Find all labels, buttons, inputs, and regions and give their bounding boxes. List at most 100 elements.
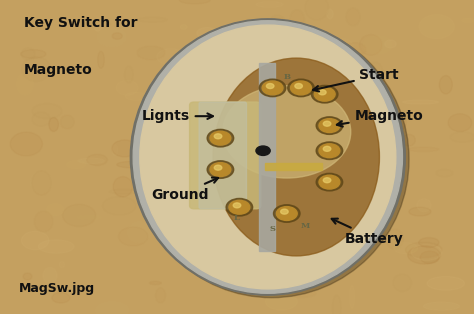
Ellipse shape (382, 161, 393, 179)
Ellipse shape (239, 54, 247, 76)
Circle shape (319, 175, 340, 189)
Ellipse shape (34, 211, 53, 232)
Ellipse shape (186, 225, 200, 241)
Ellipse shape (277, 229, 310, 232)
FancyBboxPatch shape (199, 102, 246, 209)
Text: M: M (301, 222, 310, 230)
Ellipse shape (154, 85, 172, 100)
Ellipse shape (112, 33, 122, 39)
Ellipse shape (439, 76, 452, 94)
Ellipse shape (411, 244, 442, 261)
Ellipse shape (338, 160, 365, 175)
Ellipse shape (242, 31, 251, 52)
Ellipse shape (196, 221, 231, 233)
Text: Ground: Ground (151, 178, 218, 202)
Ellipse shape (369, 124, 401, 139)
Ellipse shape (284, 1, 301, 5)
Ellipse shape (157, 49, 185, 65)
Ellipse shape (283, 96, 303, 112)
Ellipse shape (401, 168, 411, 178)
Ellipse shape (417, 199, 431, 212)
Ellipse shape (349, 285, 355, 308)
Ellipse shape (140, 25, 396, 289)
Ellipse shape (113, 176, 133, 197)
Circle shape (256, 146, 270, 155)
Ellipse shape (98, 51, 104, 68)
Ellipse shape (291, 89, 301, 105)
Ellipse shape (344, 43, 366, 56)
Ellipse shape (204, 195, 215, 201)
Circle shape (207, 161, 234, 178)
Ellipse shape (201, 299, 230, 314)
Ellipse shape (202, 51, 213, 60)
Ellipse shape (287, 220, 324, 231)
Ellipse shape (300, 198, 308, 208)
Circle shape (214, 165, 222, 170)
Ellipse shape (21, 50, 46, 58)
Circle shape (210, 163, 231, 176)
Ellipse shape (213, 58, 379, 256)
Ellipse shape (385, 40, 396, 48)
Ellipse shape (205, 61, 230, 83)
Ellipse shape (268, 18, 285, 24)
Text: Key Switch for: Key Switch for (24, 16, 137, 30)
Ellipse shape (32, 171, 51, 195)
Circle shape (323, 178, 331, 183)
Ellipse shape (173, 97, 200, 108)
Ellipse shape (180, 24, 187, 30)
Ellipse shape (157, 98, 177, 117)
Ellipse shape (61, 0, 67, 24)
Circle shape (233, 203, 241, 208)
Ellipse shape (365, 114, 376, 124)
Ellipse shape (136, 151, 151, 163)
Ellipse shape (165, 100, 201, 109)
Ellipse shape (151, 193, 183, 200)
Ellipse shape (276, 91, 313, 114)
Ellipse shape (17, 73, 33, 95)
Text: B: B (283, 73, 291, 81)
Ellipse shape (147, 123, 184, 148)
Ellipse shape (38, 240, 74, 253)
Ellipse shape (312, 172, 335, 191)
Ellipse shape (197, 28, 218, 38)
Ellipse shape (134, 21, 409, 298)
Ellipse shape (112, 140, 137, 157)
Ellipse shape (320, 63, 336, 78)
Ellipse shape (199, 106, 213, 118)
Ellipse shape (116, 80, 138, 95)
Ellipse shape (125, 92, 146, 100)
Ellipse shape (160, 23, 168, 43)
Ellipse shape (227, 174, 253, 197)
Circle shape (319, 144, 340, 158)
Ellipse shape (200, 99, 222, 117)
Ellipse shape (462, 18, 474, 23)
Ellipse shape (402, 134, 415, 146)
Ellipse shape (58, 66, 73, 76)
Circle shape (316, 142, 343, 160)
Ellipse shape (402, 100, 438, 104)
Ellipse shape (374, 111, 406, 134)
Ellipse shape (246, 43, 270, 66)
Circle shape (316, 173, 343, 191)
Ellipse shape (383, 218, 392, 232)
Ellipse shape (290, 10, 305, 31)
Circle shape (262, 81, 283, 95)
Text: Magneto: Magneto (24, 63, 92, 77)
Ellipse shape (245, 87, 274, 91)
Ellipse shape (78, 158, 104, 164)
Ellipse shape (278, 189, 288, 197)
Ellipse shape (408, 246, 441, 264)
Text: Start: Start (313, 68, 399, 91)
Ellipse shape (152, 179, 188, 182)
Text: S: S (270, 225, 275, 233)
Ellipse shape (294, 26, 306, 34)
Circle shape (259, 79, 286, 97)
Ellipse shape (252, 284, 268, 294)
Text: Magneto: Magneto (337, 109, 423, 127)
Ellipse shape (43, 268, 57, 284)
Ellipse shape (253, 167, 265, 178)
Ellipse shape (149, 281, 161, 285)
Circle shape (266, 84, 274, 89)
Text: MagSw.jpg: MagSw.jpg (19, 282, 95, 295)
Ellipse shape (67, 160, 86, 169)
